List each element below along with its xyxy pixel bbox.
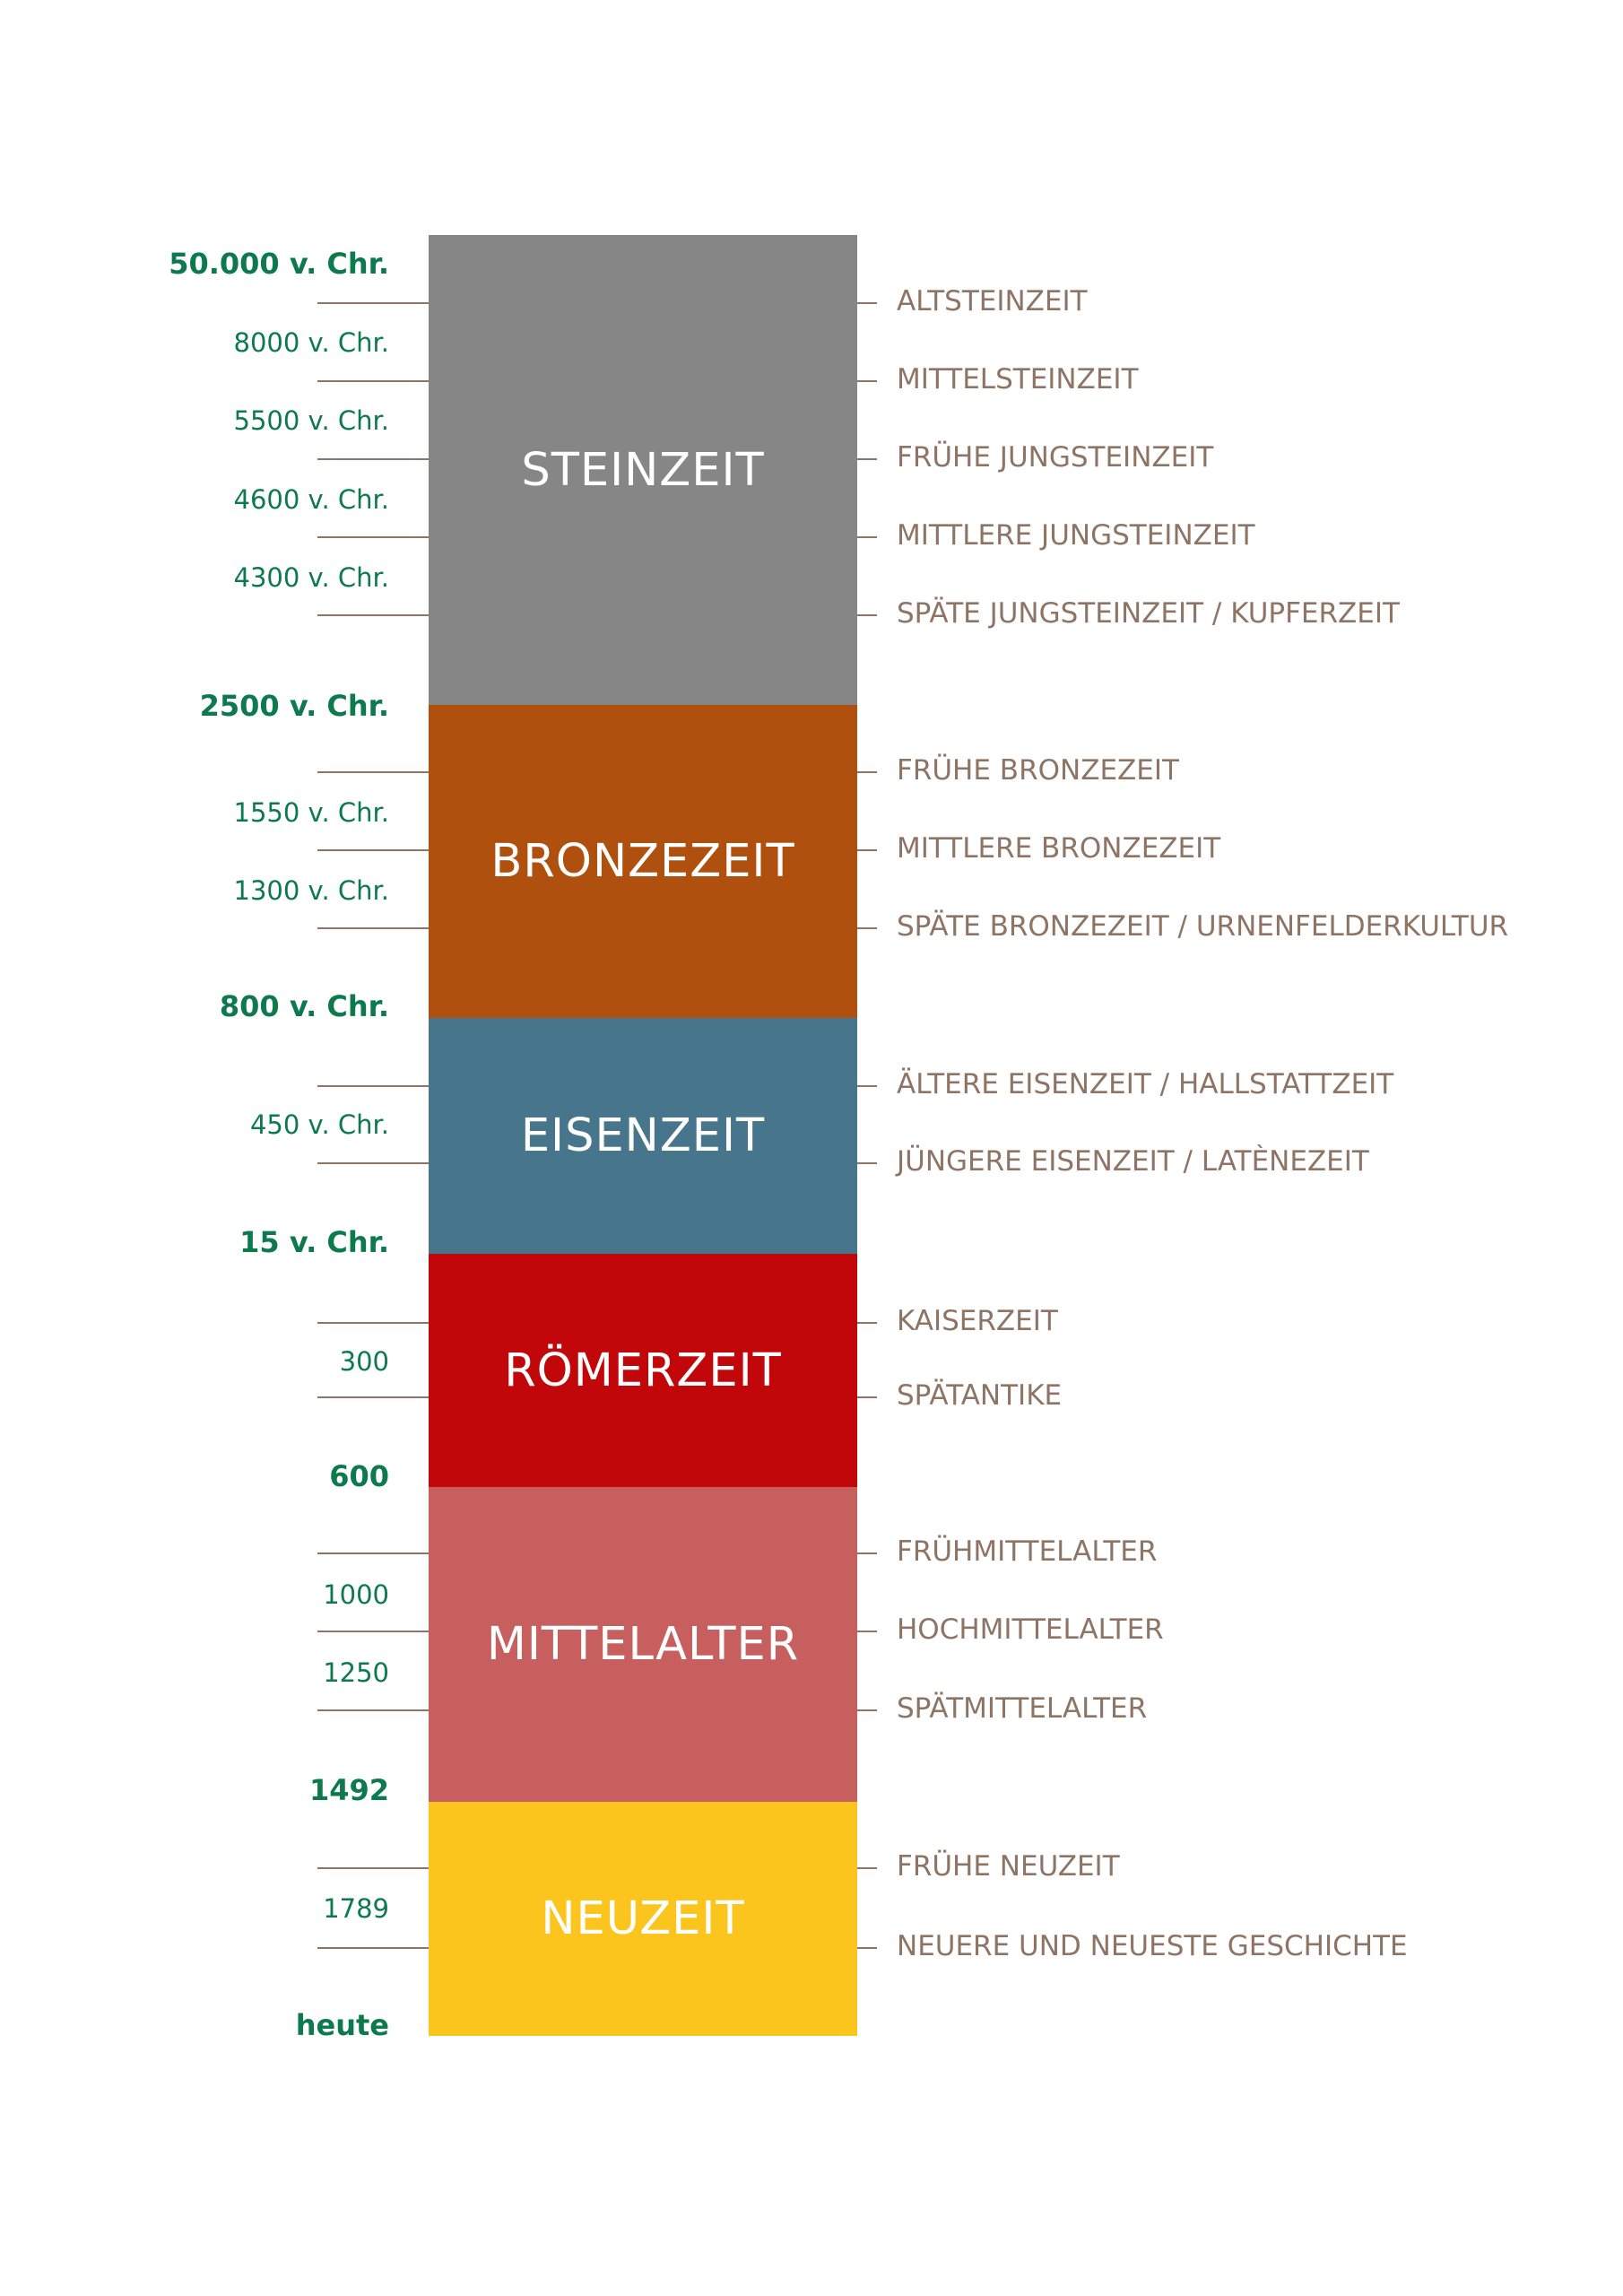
intermediate-date: 1300 v. Chr. <box>233 875 389 906</box>
sub-period-label: JÜNGERE EISENZEIT / LATÈNEZEIT <box>897 1145 1369 1178</box>
date-tick <box>317 1867 429 1869</box>
sub-period-label: NEUERE UND NEUESTE GESCHICHTE <box>897 1930 1408 1962</box>
sub-period-label: SPÄTANTIKE <box>897 1379 1063 1412</box>
sub-period-label: ÄLTERE EISENZEIT / HALLSTATTZEIT <box>897 1068 1394 1100</box>
intermediate-date: 1250 <box>323 1657 389 1688</box>
boundary-date: 2500 v. Chr. <box>199 689 389 723</box>
era-name: BRONZEZEIT <box>490 835 795 888</box>
sub-period-label: KAISERZEIT <box>897 1305 1058 1337</box>
sub-period-tick <box>857 614 877 616</box>
sub-period-tick <box>857 536 877 538</box>
sub-period-tick <box>857 1322 877 1324</box>
boundary-date: 50.000 v. Chr. <box>169 247 389 281</box>
sub-period-tick <box>857 849 877 851</box>
sub-period-label: FRÜHE JUNGSTEINZEIT <box>897 441 1214 474</box>
era-name: RÖMERZEIT <box>504 1344 782 1397</box>
boundary-date: heute <box>295 2008 389 2042</box>
boundary-date: 1492 <box>308 1773 389 1807</box>
boundary-date: 15 v. Chr. <box>239 1225 389 1259</box>
sub-period-tick <box>857 1631 877 1632</box>
sub-period-label: SPÄTMITTELALTER <box>897 1692 1148 1725</box>
date-tick <box>317 771 429 773</box>
date-tick <box>317 614 429 616</box>
era-block-3: EISENZEIT <box>429 1018 857 1254</box>
intermediate-date: 1000 <box>323 1579 389 1610</box>
era-name: EISENZEIT <box>520 1109 766 1162</box>
sub-period-tick <box>857 1162 877 1164</box>
date-tick <box>317 1552 429 1554</box>
sub-period-tick <box>857 1947 877 1949</box>
date-tick <box>317 927 429 929</box>
era-block-1: STEINZEIT <box>429 235 857 705</box>
era-block-6: NEUZEIT <box>429 1802 857 2036</box>
sub-period-label: HOCHMITTELALTER <box>897 1613 1164 1646</box>
boundary-date: 600 <box>329 1459 389 1493</box>
era-block-4: RÖMERZEIT <box>429 1254 857 1487</box>
sub-period-tick <box>857 1709 877 1711</box>
date-tick <box>317 302 429 304</box>
intermediate-date: 1550 v. Chr. <box>233 797 389 828</box>
date-tick <box>317 1709 429 1711</box>
date-tick <box>317 536 429 538</box>
intermediate-date: 4300 v. Chr. <box>233 562 389 593</box>
sub-period-tick <box>857 771 877 773</box>
sub-period-tick <box>857 1867 877 1869</box>
intermediate-date: 8000 v. Chr. <box>233 327 389 358</box>
sub-period-label: FRÜHMITTELALTER <box>897 1535 1158 1568</box>
era-block-5: MITTELALTER <box>429 1487 857 1802</box>
date-tick <box>317 1631 429 1632</box>
date-tick <box>317 1162 429 1164</box>
sub-period-tick <box>857 1552 877 1554</box>
date-tick <box>317 1322 429 1324</box>
date-tick <box>317 1396 429 1398</box>
sub-period-label: MITTLERE BRONZEZEIT <box>897 832 1221 865</box>
sub-period-label: SPÄTE JUNGSTEINZEIT / KUPFERZEIT <box>897 597 1400 630</box>
date-tick <box>317 1085 429 1087</box>
intermediate-date: 5500 v. Chr. <box>233 405 389 436</box>
sub-period-tick <box>857 458 877 460</box>
date-tick <box>317 458 429 460</box>
intermediate-date: 300 <box>339 1346 389 1377</box>
sub-period-label: MITTLERE JUNGSTEINZEIT <box>897 519 1255 552</box>
date-tick <box>317 849 429 851</box>
sub-period-label: SPÄTE BRONZEZEIT / URNENFELDERKULTUR <box>897 910 1509 943</box>
era-name: MITTELALTER <box>486 1618 800 1671</box>
intermediate-date: 1789 <box>323 1893 389 1924</box>
sub-period-tick <box>857 927 877 929</box>
date-tick <box>317 380 429 382</box>
sub-period-label: MITTELSTEINZEIT <box>897 363 1139 396</box>
intermediate-date: 4600 v. Chr. <box>233 484 389 515</box>
sub-period-label: FRÜHE BRONZEZEIT <box>897 754 1179 787</box>
sub-period-tick <box>857 380 877 382</box>
sub-period-tick <box>857 1085 877 1087</box>
sub-period-tick <box>857 1396 877 1398</box>
sub-period-label: FRÜHE NEUZEIT <box>897 1850 1120 1883</box>
sub-period-tick <box>857 302 877 304</box>
sub-period-label: ALTSTEINZEIT <box>897 285 1088 317</box>
intermediate-date: 450 v. Chr. <box>249 1109 389 1140</box>
date-tick <box>317 1947 429 1949</box>
era-name: STEINZEIT <box>521 443 765 497</box>
era-block-2: BRONZEZEIT <box>429 705 857 1018</box>
boundary-date: 800 v. Chr. <box>219 989 389 1023</box>
era-name: NEUZEIT <box>541 1892 745 1945</box>
